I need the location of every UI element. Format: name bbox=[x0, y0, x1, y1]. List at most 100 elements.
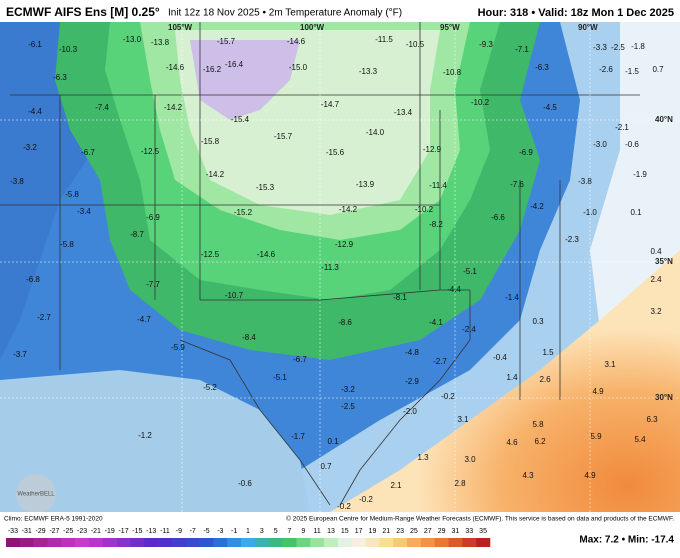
map-value: -16.4 bbox=[225, 60, 244, 69]
map-value: -15.6 bbox=[326, 148, 345, 157]
map-value: -14.0 bbox=[366, 128, 385, 137]
credit: © 2025 European Centre for Medium-Range … bbox=[286, 515, 674, 523]
map-value: -1.4 bbox=[505, 293, 519, 302]
map-value: -6.8 bbox=[26, 275, 40, 284]
map-value: -6.9 bbox=[519, 148, 533, 157]
map-value: -8.4 bbox=[242, 333, 256, 342]
map-value: 5.9 bbox=[590, 432, 602, 441]
colorbar-label: 3 bbox=[260, 528, 264, 535]
colorbar-label: 25 bbox=[410, 528, 418, 535]
map-value: -10.5 bbox=[406, 40, 425, 49]
map-value: -0.2 bbox=[359, 495, 373, 504]
map-value: -10.7 bbox=[225, 291, 244, 300]
colorbar-label: -13 bbox=[146, 528, 156, 535]
colorbar-swatch bbox=[393, 538, 408, 547]
map-value: -5.1 bbox=[463, 267, 477, 276]
colorbar-swatch bbox=[116, 538, 131, 547]
map-value: -6.7 bbox=[293, 355, 307, 364]
grid-label: 100°W bbox=[300, 23, 325, 32]
map-value: 3.1 bbox=[604, 360, 616, 369]
colorbar-label: -7 bbox=[190, 528, 196, 535]
grid-label: 40°N bbox=[655, 115, 673, 124]
map-value: -14.6 bbox=[287, 37, 306, 46]
colorbar-label: 29 bbox=[438, 528, 446, 535]
map-value: -2.4 bbox=[462, 325, 476, 334]
map-value: -10.3 bbox=[59, 45, 78, 54]
colorbar-swatch bbox=[102, 538, 117, 547]
map-value: -1.7 bbox=[291, 432, 305, 441]
map-value: 5.8 bbox=[532, 420, 544, 429]
map-value: -6.3 bbox=[53, 73, 67, 82]
map-value: -15.4 bbox=[231, 115, 250, 124]
map-value: -13.0 bbox=[123, 35, 142, 44]
colorbar-label: 35 bbox=[479, 528, 487, 535]
colorbar-swatch bbox=[254, 538, 270, 547]
map-value: -2.5 bbox=[611, 43, 625, 52]
map-value: -10.8 bbox=[443, 68, 462, 77]
map-value: 0.7 bbox=[320, 462, 332, 471]
colorbar-label: -5 bbox=[203, 528, 209, 535]
map-value: 0.7 bbox=[652, 65, 664, 74]
map-value: -14.2 bbox=[339, 205, 358, 214]
map-value: -2.3 bbox=[565, 235, 579, 244]
colorbar-label: -3 bbox=[217, 528, 223, 535]
map-value: -0.6 bbox=[625, 140, 639, 149]
map-value: -2.9 bbox=[405, 377, 419, 386]
map-value: -1.9 bbox=[633, 170, 647, 179]
warm-region bbox=[330, 250, 680, 512]
colorbar-label: 23 bbox=[396, 528, 404, 535]
colorbar-label: 33 bbox=[465, 528, 473, 535]
map-value: -13.3 bbox=[359, 67, 378, 76]
grid-label: 90°W bbox=[578, 23, 598, 32]
map-value: -8.6 bbox=[338, 318, 352, 327]
map-value: -15.8 bbox=[201, 137, 220, 146]
colorbar-swatch bbox=[324, 538, 339, 547]
colorbar-label: 11 bbox=[314, 528, 321, 535]
colorbar-label: -19 bbox=[105, 528, 115, 535]
colorbar-swatch bbox=[61, 538, 76, 547]
colorbar-swatch bbox=[241, 538, 256, 547]
colorbar-label: 1 bbox=[246, 528, 250, 535]
map-value: -0.4 bbox=[493, 353, 507, 362]
map-value: -0.2 bbox=[337, 502, 351, 511]
map-value: 1.4 bbox=[506, 373, 518, 382]
colorbar-label: 5 bbox=[274, 528, 278, 535]
map-value: 0.3 bbox=[532, 317, 544, 326]
map-value: -14.2 bbox=[164, 103, 183, 112]
colorbar-swatch bbox=[310, 538, 325, 547]
colorbar-swatch bbox=[296, 538, 311, 547]
colorbar-label: -25 bbox=[63, 528, 73, 535]
map-value: -6.1 bbox=[28, 40, 42, 49]
map-value: -5.8 bbox=[65, 190, 79, 199]
colorbar-swatch bbox=[476, 538, 491, 547]
colorbar-label: 13 bbox=[327, 528, 335, 535]
map-value: -4.4 bbox=[447, 285, 461, 294]
map-value: -14.7 bbox=[321, 100, 340, 109]
map-value: 1.5 bbox=[542, 348, 554, 357]
map-value: 0.4 bbox=[650, 247, 662, 256]
mild-region bbox=[0, 370, 310, 512]
map-value: -4.5 bbox=[543, 103, 557, 112]
logo bbox=[16, 474, 56, 514]
map-value: 2.8 bbox=[454, 479, 466, 488]
grid-label: 30°N bbox=[655, 393, 673, 402]
map-value: 0.1 bbox=[327, 437, 339, 446]
map-value: -15.3 bbox=[256, 183, 275, 192]
colorbar-swatch bbox=[213, 538, 228, 547]
map-value: 4.6 bbox=[506, 438, 518, 447]
colorbar-swatch bbox=[462, 538, 477, 547]
colorbar-label: -1 bbox=[231, 528, 237, 535]
map-value: -8.7 bbox=[130, 230, 144, 239]
map-value: -8.2 bbox=[429, 220, 443, 229]
map-value: 1.3 bbox=[417, 453, 429, 462]
map-value: -14.6 bbox=[166, 63, 185, 72]
map-value: -2.7 bbox=[37, 313, 51, 322]
colorbar-swatch bbox=[75, 538, 90, 547]
map-value: -3.3 bbox=[593, 43, 607, 52]
map-value: 4.9 bbox=[584, 471, 596, 480]
map-value: 0.1 bbox=[630, 208, 642, 217]
footer-bar bbox=[0, 512, 680, 558]
colorbar-swatch bbox=[144, 538, 159, 547]
map-value: -3.4 bbox=[77, 207, 91, 216]
map-value: 6.3 bbox=[646, 415, 658, 424]
